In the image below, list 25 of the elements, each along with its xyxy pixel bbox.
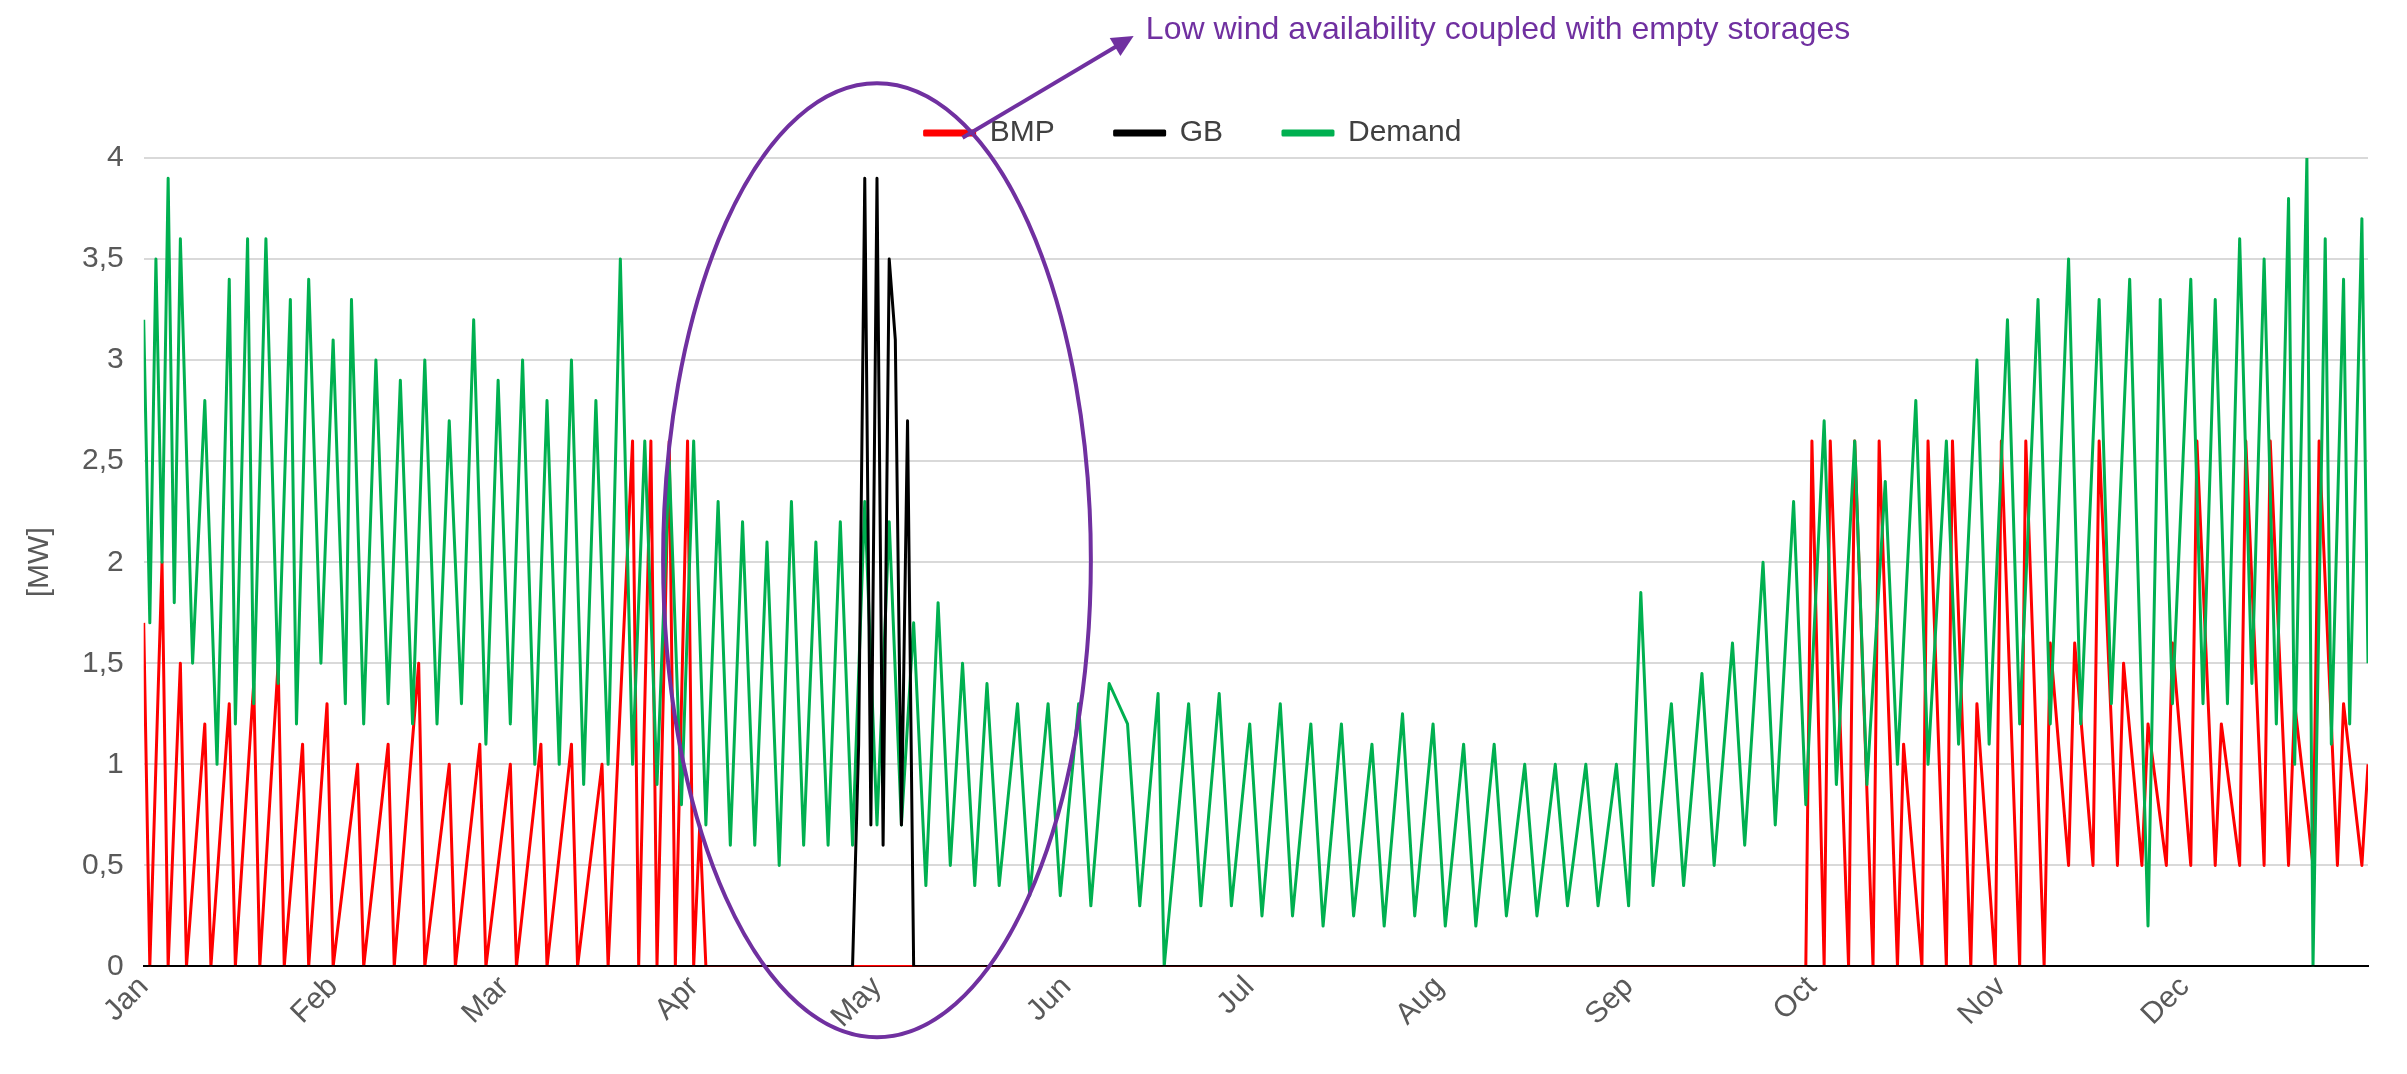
y-tick-label: 3 — [107, 341, 124, 375]
x-tick-label: Feb — [283, 968, 344, 1029]
x-tick-label: Oct — [1765, 968, 1823, 1026]
text: Low wind availability coupled with empty storages — [1145, 9, 1851, 46]
y-tick-label: 0,5 — [81, 846, 124, 880]
x-tick-label: Jul — [1209, 968, 1260, 1020]
x-tick-label: Sep — [1577, 968, 1639, 1031]
legend-label: Demand — [1347, 114, 1462, 148]
y-axis-title: [MW] — [21, 527, 55, 598]
x-tick-label: Nov — [1950, 968, 2012, 1031]
x-tick-label: Jun — [1018, 968, 1077, 1027]
y-tick-label: 2 — [107, 543, 124, 577]
y-tick-label: 3,5 — [81, 240, 124, 274]
x-tick-label: Aug — [1388, 968, 1450, 1031]
y-tick-label: 0 — [107, 947, 124, 981]
x-tick-label: Apr — [647, 968, 704, 1026]
x-tick-label: May — [823, 968, 888, 1033]
x-tick-label: Mar — [454, 968, 515, 1029]
y-tick-label: 4 — [107, 139, 124, 173]
legend-label: GB — [1179, 114, 1223, 148]
y-tick-label: 1,5 — [81, 644, 124, 678]
y-tick-label: 1 — [107, 745, 124, 779]
x-tick-label: Dec — [2133, 968, 2195, 1031]
y-tick-label: 2,5 — [81, 442, 124, 476]
legend-label: BMP — [989, 114, 1055, 148]
